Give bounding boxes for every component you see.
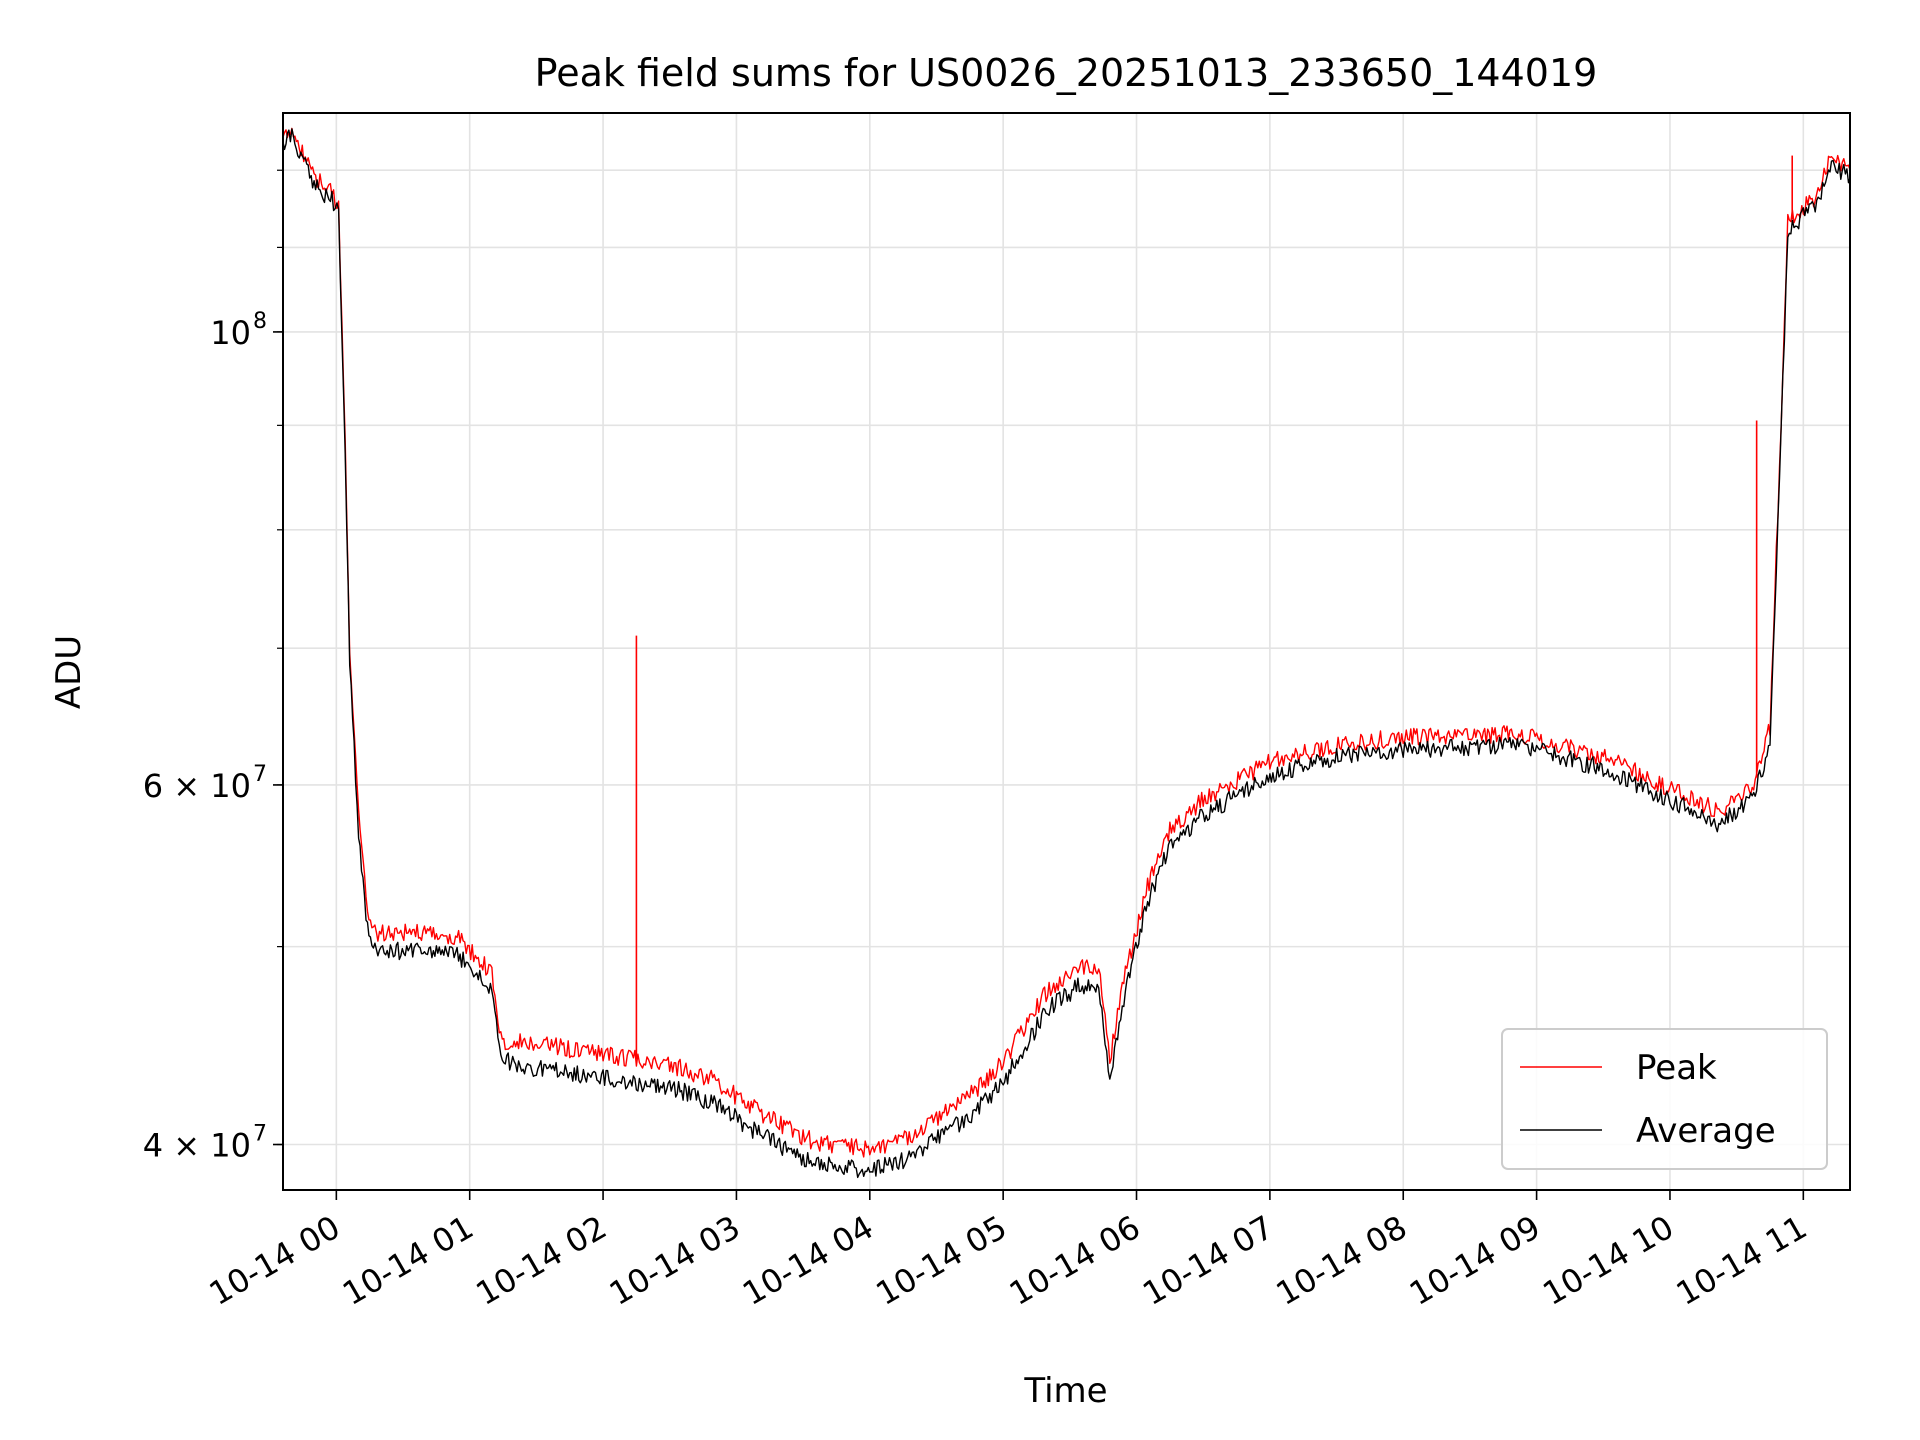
y-tick-label: 4 × 10 bbox=[143, 1127, 251, 1165]
legend: Peak Average bbox=[1501, 1028, 1828, 1170]
x-tick-label: 10-14 01 bbox=[336, 1208, 480, 1313]
x-tick-label: 10-14 02 bbox=[469, 1208, 613, 1313]
x-tick-label: 10-14 00 bbox=[203, 1208, 347, 1313]
x-tick-label: 10-14 04 bbox=[736, 1208, 880, 1313]
x-tick-label: 10-14 10 bbox=[1536, 1208, 1680, 1313]
x-axis-label: Time bbox=[1023, 1371, 1107, 1411]
x-tick-label: 10-14 06 bbox=[1003, 1208, 1147, 1313]
x-tick-label: 10-14 09 bbox=[1403, 1208, 1547, 1313]
x-tick-label: 10-14 03 bbox=[603, 1208, 747, 1313]
plot-frame bbox=[282, 112, 1851, 1191]
x-tick-label: 10-14 08 bbox=[1270, 1208, 1414, 1313]
y-tick-exponent: 7 bbox=[253, 1122, 267, 1147]
x-tick-label: 10-14 05 bbox=[870, 1208, 1014, 1313]
y-tick-exponent: 8 bbox=[253, 309, 267, 334]
y-tick-label: 6 × 10 bbox=[143, 767, 251, 805]
x-tick-label: 10-14 07 bbox=[1136, 1208, 1280, 1313]
x-tick-label: 10-14 11 bbox=[1670, 1208, 1814, 1313]
series-layer bbox=[282, 127, 1851, 1179]
legend-peak-label: Peak bbox=[1636, 1048, 1717, 1088]
series-line-average bbox=[282, 128, 1851, 1179]
legend-average-label: Average bbox=[1636, 1111, 1776, 1151]
series-line-peak bbox=[282, 127, 1851, 1158]
legend-box bbox=[1501, 1028, 1828, 1170]
y-tick-label: 10 bbox=[210, 314, 251, 352]
chart-title: Peak field sums for US0026_20251013_2336… bbox=[535, 51, 1598, 95]
y-tick-exponent: 7 bbox=[253, 762, 267, 787]
y-axis-label: ADU bbox=[49, 635, 89, 709]
y-axis: 10 86 × 10 74 × 10 7 bbox=[143, 169, 283, 1165]
